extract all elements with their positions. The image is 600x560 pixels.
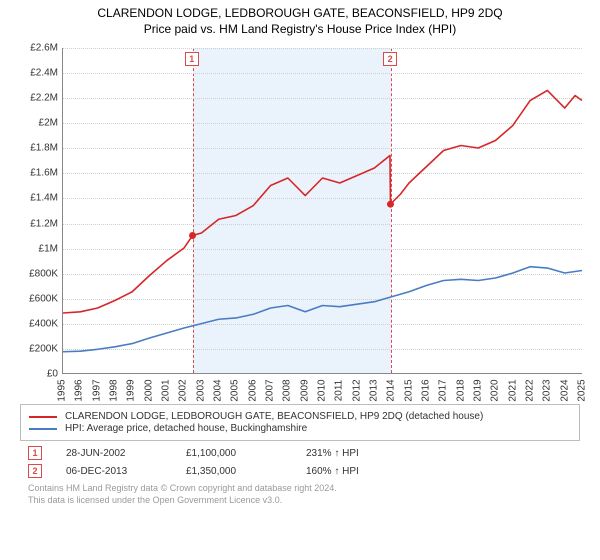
x-tick-label: 2018 [455,377,466,405]
sale-delta: 231% ↑ HPI [306,448,402,459]
x-tick-label: 2000 [143,377,154,405]
sale-marker-icon: 1 [185,52,199,66]
legend-item-price-paid: CLARENDON LODGE, LEDBOROUGH GATE, BEACON… [29,411,571,422]
x-tick-label: 2005 [230,377,241,405]
x-tick-label: 2021 [507,377,518,405]
x-tick-label: 2009 [299,377,310,405]
series-svg [63,48,582,373]
sale-price: £1,350,000 [186,466,282,477]
sale-marker-icon: 1 [28,446,42,460]
y-tick-label: £0 [12,369,58,380]
title-block: CLARENDON LODGE, LEDBOROUGH GATE, BEACON… [0,0,600,38]
legend-label: CLARENDON LODGE, LEDBOROUGH GATE, BEACON… [65,411,483,422]
x-tick-label: 1999 [126,377,137,405]
legend-label: HPI: Average price, detached house, Buck… [65,423,307,434]
y-tick-label: £2.4M [12,68,58,79]
sale-row: 2 06-DEC-2013 £1,350,000 160% ↑ HPI [20,463,580,479]
x-tick-label: 2024 [559,377,570,405]
y-tick-label: £1.2M [12,218,58,229]
y-tick-label: £2M [12,118,58,129]
x-tick-label: 1995 [57,377,68,405]
x-tick-label: 2001 [161,377,172,405]
x-tick-label: 2002 [178,377,189,405]
sale-price: £1,100,000 [186,448,282,459]
x-tick-label: 2019 [473,377,484,405]
sale-date: 28-JUN-2002 [66,448,162,459]
chart-area: £0 £200K £400K £600K £800K £1M £1.2M £1.4M £1.6M… [10,40,590,400]
series-line-hpi [63,267,582,352]
series-line-price_paid [63,90,582,313]
x-tick-label: 2015 [403,377,414,405]
y-tick-label: £2.2M [12,93,58,104]
y-tick-label: £800K [12,268,58,279]
footer-line-2: This data is licensed under the Open Gov… [28,495,572,507]
x-tick-label: 2003 [195,377,206,405]
y-tick-label: £200K [12,343,58,354]
x-tick-label: 1996 [74,377,85,405]
x-tick-label: 2006 [247,377,258,405]
y-tick-label: £1M [12,243,58,254]
sales-table: 1 28-JUN-2002 £1,100,000 231% ↑ HPI 2 06… [20,445,580,479]
plot-area [62,48,582,374]
legend-swatch-icon [29,428,57,430]
title-line-1: CLARENDON LODGE, LEDBOROUGH GATE, BEACON… [10,6,590,20]
x-tick-label: 1997 [91,377,102,405]
footer: Contains HM Land Registry data © Crown c… [20,483,580,506]
legend-swatch-icon [29,416,57,418]
x-tick-label: 2025 [577,377,588,405]
sale-delta: 160% ↑ HPI [306,466,402,477]
sale-marker-icon: 2 [383,52,397,66]
footer-line-1: Contains HM Land Registry data © Crown c… [28,483,572,495]
legend-item-hpi: HPI: Average price, detached house, Buck… [29,423,571,434]
y-tick-label: £1.6M [12,168,58,179]
x-tick-label: 2012 [351,377,362,405]
x-tick-label: 1998 [109,377,120,405]
x-tick-label: 2007 [265,377,276,405]
title-line-2: Price paid vs. HM Land Registry's House … [10,22,590,36]
x-tick-label: 2020 [490,377,501,405]
x-tick-label: 2010 [317,377,328,405]
x-tick-label: 2023 [542,377,553,405]
legend: CLARENDON LODGE, LEDBOROUGH GATE, BEACON… [20,404,580,441]
sale-point-icon [189,232,196,239]
y-tick-label: £1.4M [12,193,58,204]
y-tick-label: £600K [12,293,58,304]
sale-marker-icon: 2 [28,464,42,478]
x-tick-label: 2008 [282,377,293,405]
x-tick-label: 2011 [334,377,345,405]
y-tick-label: £1.8M [12,143,58,154]
y-tick-label: £400K [12,318,58,329]
x-tick-label: 2017 [438,377,449,405]
chart-container: CLARENDON LODGE, LEDBOROUGH GATE, BEACON… [0,0,600,560]
x-tick-label: 2013 [369,377,380,405]
x-tick-label: 2016 [421,377,432,405]
sale-row: 1 28-JUN-2002 £1,100,000 231% ↑ HPI [20,445,580,461]
sale-date: 06-DEC-2013 [66,466,162,477]
sale-point-icon [387,201,394,208]
y-tick-label: £2.6M [12,43,58,54]
x-tick-label: 2004 [213,377,224,405]
x-tick-label: 2022 [525,377,536,405]
x-tick-label: 2014 [386,377,397,405]
